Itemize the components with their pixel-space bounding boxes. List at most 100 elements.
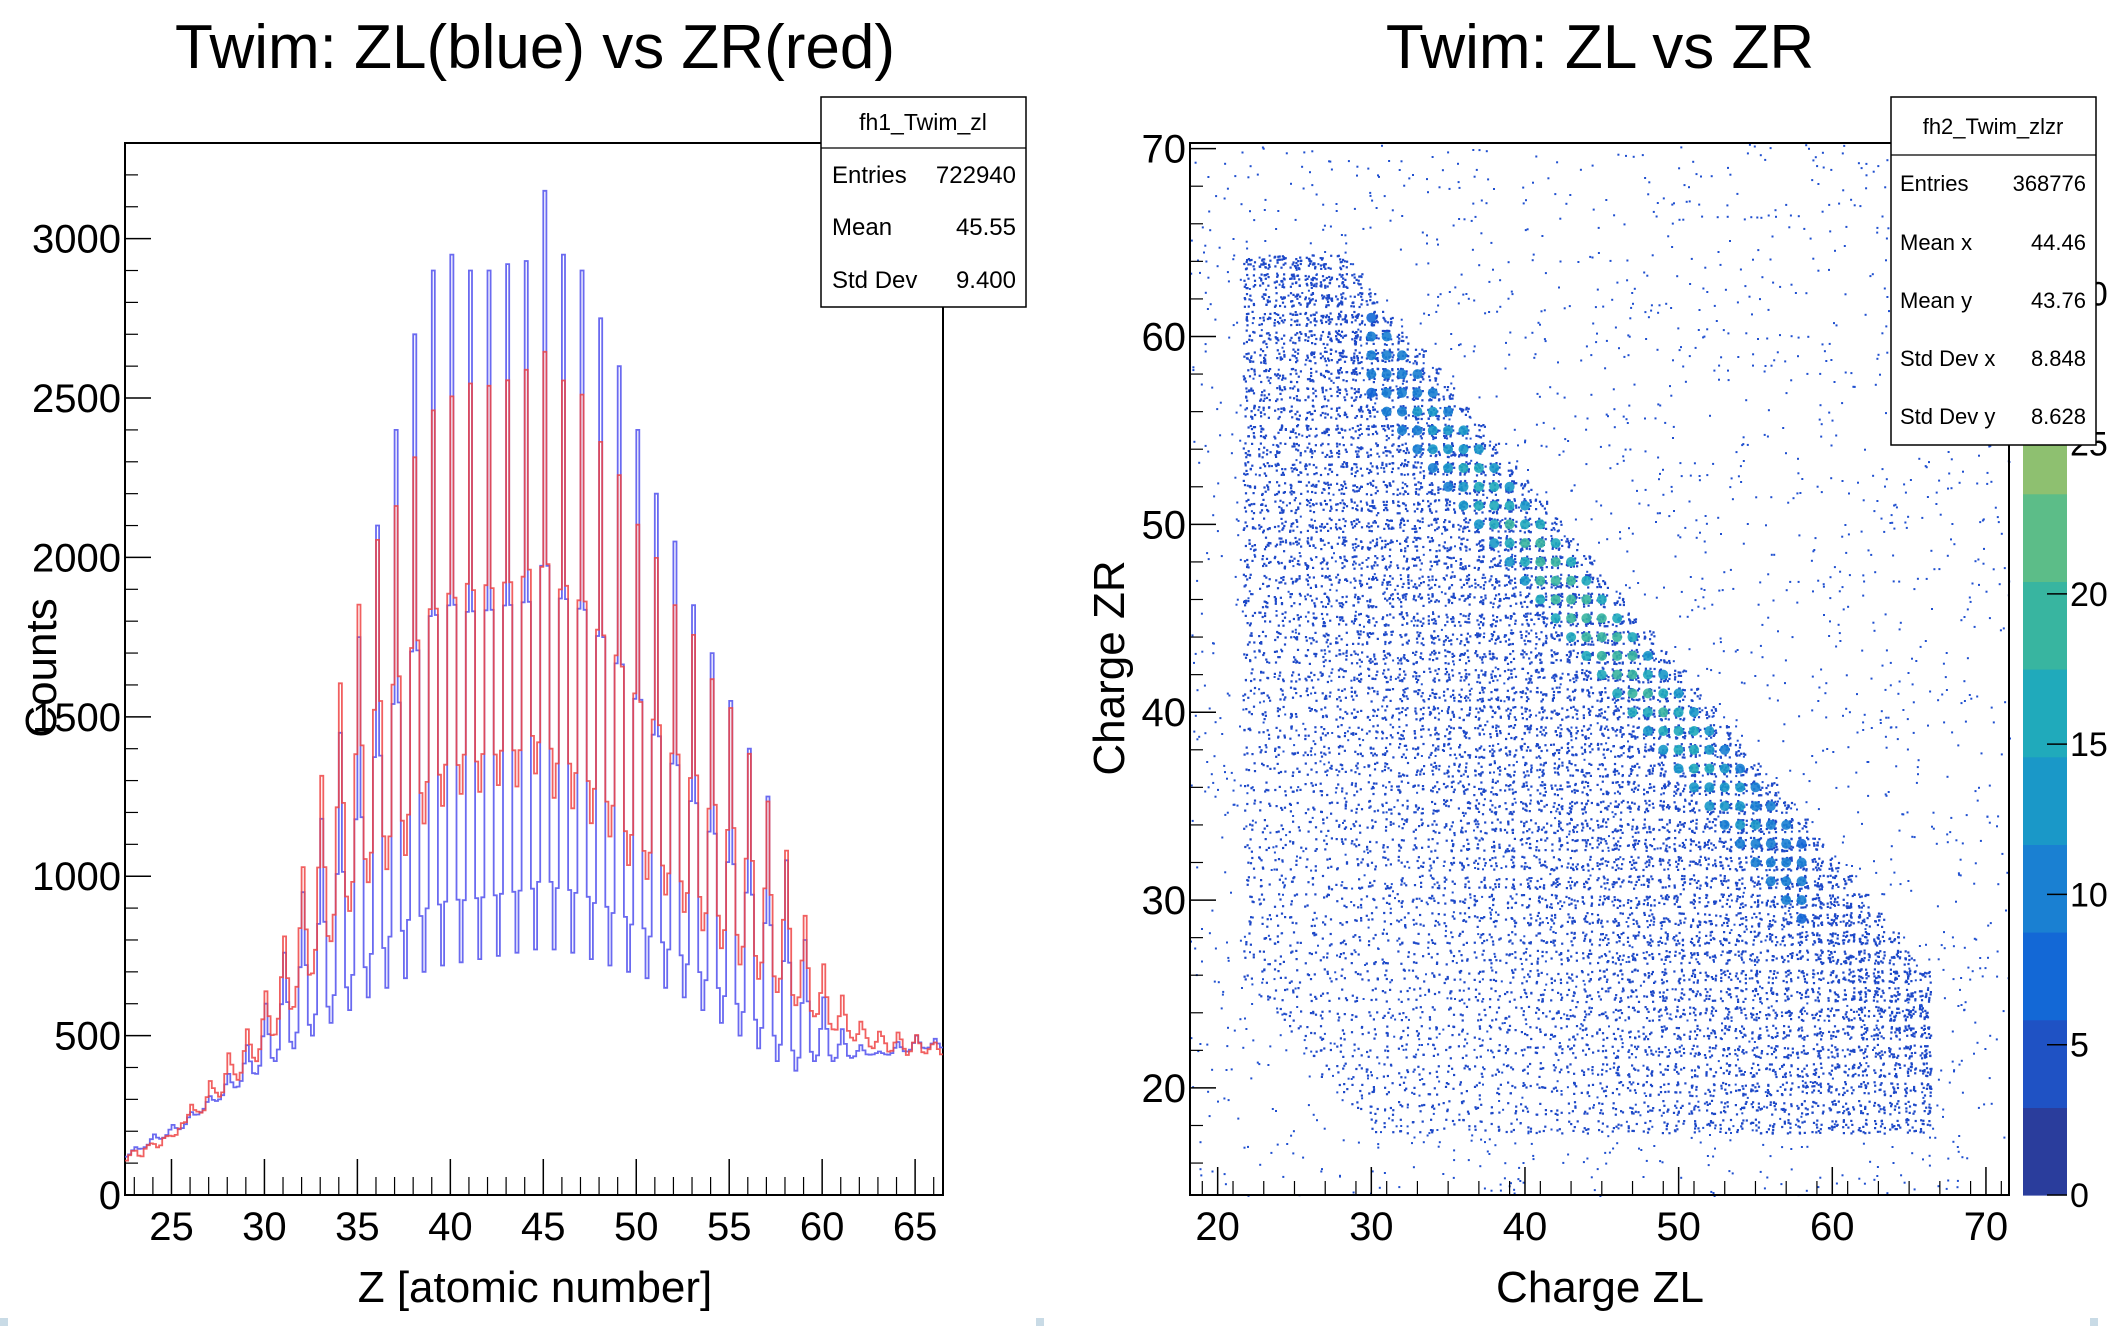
heatmap-cell xyxy=(1362,379,1365,382)
heatmap-cell xyxy=(1267,544,1270,547)
heatmap-cell xyxy=(1325,305,1328,309)
heatmap-cell xyxy=(1343,334,1346,337)
heatmap-cell xyxy=(1312,612,1315,615)
heatmap-cell xyxy=(1833,381,1836,383)
heatmap-cell xyxy=(1558,758,1561,761)
heatmap-cell xyxy=(1288,620,1291,623)
heatmap-cell xyxy=(1282,624,1285,627)
heatmap-cell xyxy=(1281,378,1284,381)
heatmap-cell xyxy=(1292,293,1295,296)
heatmap-cell xyxy=(1389,219,1392,222)
heatmap-cell xyxy=(1879,1130,1882,1133)
heatmap-cell xyxy=(1227,280,1230,283)
heatmap-cell xyxy=(1989,1034,1992,1037)
heatmap-cell xyxy=(1986,482,1989,485)
heatmap-cell xyxy=(1275,579,1278,582)
heatmap-cell xyxy=(1459,978,1462,981)
heatmap-cell xyxy=(1453,663,1455,666)
heatmap-cell xyxy=(1205,260,1208,263)
heatmap-cell xyxy=(1805,144,1808,147)
heatmap-cell xyxy=(1261,916,1264,919)
heatmap-cell xyxy=(1336,255,1339,258)
heatmap-cell xyxy=(1338,997,1341,1000)
heatmap-cell xyxy=(1873,629,1876,632)
heatmap-cell xyxy=(1496,310,1499,313)
heatmap-cell xyxy=(1258,688,1261,691)
heatmap-cell xyxy=(1275,469,1278,472)
heatmap-cell xyxy=(1957,744,1960,747)
heatmap-cell xyxy=(1339,261,1342,264)
heatmap-cell xyxy=(1742,460,1745,462)
heatmap-cell xyxy=(1992,568,1995,571)
heatmap-cell xyxy=(1253,641,1256,644)
heatmap-cell xyxy=(1343,318,1346,321)
heatmap-cell xyxy=(1555,810,1558,813)
heatmap-cell xyxy=(1694,973,1697,976)
heatmap-cell xyxy=(1338,536,1341,539)
heatmap-cell xyxy=(1289,529,1292,532)
heatmap-cell xyxy=(1336,1091,1339,1094)
heatmap-cell xyxy=(1959,858,1962,861)
heatmap-cell xyxy=(1992,721,1995,724)
heatmap-cell xyxy=(1388,519,1391,522)
heatmap-cell xyxy=(1822,583,1825,586)
heatmap-cell xyxy=(1284,257,1287,260)
heatmap-cell xyxy=(1292,304,1295,307)
heatmap-cell xyxy=(1794,1123,1797,1126)
heatmap-cell xyxy=(1356,174,1358,177)
heatmap-cell xyxy=(1235,603,1238,606)
heatmap-cell xyxy=(1330,605,1333,608)
heatmap-cell xyxy=(1870,553,1873,556)
heatmap-cell xyxy=(1381,705,1384,708)
heatmap-cell xyxy=(1289,1011,1292,1014)
heatmap-cell xyxy=(1329,321,1332,324)
heatmap-cell xyxy=(1264,504,1267,507)
heatmap-cell xyxy=(1326,816,1329,819)
heatmap-cell xyxy=(1487,178,1490,181)
heatmap-cell xyxy=(1463,1002,1466,1005)
heatmap-cell xyxy=(1339,258,1342,261)
heatmap-cell xyxy=(1309,505,1312,508)
heatmap-cell xyxy=(1494,448,1497,451)
heatmap-cell xyxy=(1322,557,1325,560)
heatmap-cell xyxy=(1244,492,1248,495)
heatmap-cell xyxy=(1315,370,1318,373)
heatmap-cell xyxy=(1519,591,1522,594)
heatmap-cell xyxy=(1281,280,1284,283)
heatmap-cell xyxy=(1872,1049,1874,1051)
x-tick-label: 55 xyxy=(707,1205,752,1249)
heatmap-cell xyxy=(1194,947,1197,950)
heatmap-cell xyxy=(1361,1097,1364,1100)
heatmap-cell xyxy=(1336,542,1339,545)
heatmap-cell xyxy=(1314,869,1317,872)
heatmap-cell xyxy=(1670,490,1673,493)
heatmap-cell xyxy=(1425,901,1428,904)
heatmap-cell xyxy=(1297,826,1300,829)
heatmap-cell xyxy=(1277,560,1280,564)
heatmap-cell xyxy=(1585,428,1588,431)
heatmap-cell xyxy=(1344,278,1347,281)
heatmap-cell xyxy=(1262,653,1265,657)
heatmap-cell xyxy=(1292,877,1295,880)
heatmap-cell xyxy=(1974,1021,1977,1024)
heatmap-cell xyxy=(1948,472,1951,475)
heatmap-cell xyxy=(1626,259,1629,262)
heatmap-cell xyxy=(1336,774,1339,777)
heatmap-cell xyxy=(1290,593,1293,596)
heatmap-cell xyxy=(1329,387,1332,390)
heatmap-cell xyxy=(1269,560,1272,564)
heatmap-cell xyxy=(1843,144,1846,147)
heatmap-cell xyxy=(1830,477,1833,480)
heatmap-cell xyxy=(1657,311,1660,314)
heatmap-cell xyxy=(1265,576,1268,579)
heatmap-cell xyxy=(1358,878,1361,881)
heatmap-cell xyxy=(1344,826,1348,829)
heatmap-cell xyxy=(1997,883,2000,886)
heatmap-cell xyxy=(1264,359,1267,362)
heatmap-cell xyxy=(1763,1187,1766,1190)
heatmap-cell xyxy=(1266,606,1269,609)
heatmap-cell xyxy=(1343,260,1346,263)
heatmap-cell xyxy=(1838,590,1841,593)
heatmap-cell xyxy=(1320,373,1323,377)
heatmap-cell xyxy=(1657,456,1660,459)
